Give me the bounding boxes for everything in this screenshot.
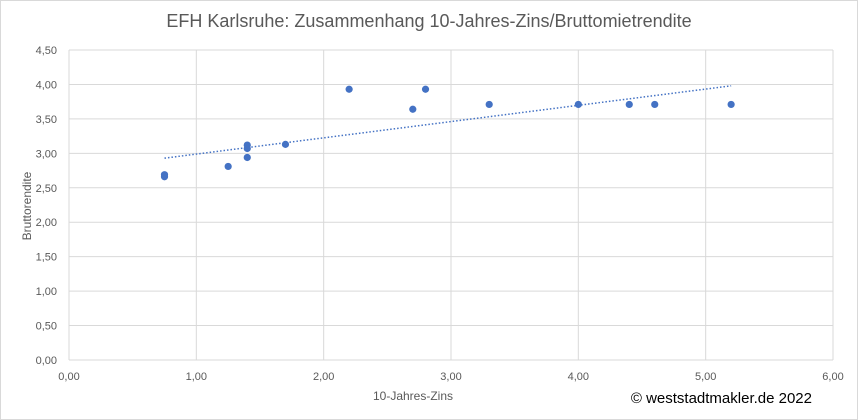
data-point — [409, 105, 417, 113]
y-tick-label: 4,50 — [36, 45, 57, 57]
y-tick-label: 3,50 — [36, 114, 57, 126]
y-tick-label: 3,00 — [36, 148, 57, 160]
y-axis-title: Bruttorendite — [20, 171, 34, 240]
y-tick-label: 1,00 — [36, 286, 57, 298]
x-tick-label: 0,00 — [58, 371, 79, 383]
y-tick-label: 4,00 — [36, 79, 57, 91]
y-axis-ticks: 0,00 0,50 1,00 1,50 2,00 2,50 3,00 3,50 4,00 4,50 — [36, 45, 57, 367]
trendline-group — [164, 85, 732, 159]
data-points — [160, 85, 735, 181]
y-tick-label: 1,50 — [36, 252, 57, 264]
gridlines — [68, 49, 834, 361]
data-point — [243, 153, 251, 162]
data-point — [345, 85, 353, 93]
y-tick-label: 2,50 — [36, 183, 57, 195]
data-point — [651, 100, 659, 109]
copyright-notice: © weststadtmakler.de 2022 — [630, 390, 812, 407]
x-tick-label: 3,00 — [440, 371, 461, 383]
x-tick-label: 5,00 — [695, 371, 716, 383]
x-axis-title: 10-Jahres-Zins — [373, 389, 453, 403]
data-point — [574, 100, 582, 109]
y-tick-label: 2,00 — [36, 217, 57, 229]
x-tick-label: 6,00 — [822, 371, 843, 383]
x-tick-label: 2,00 — [313, 371, 334, 383]
y-tick-label: 0,50 — [36, 321, 57, 333]
data-point — [485, 100, 493, 109]
y-tick-label: 0,00 — [36, 355, 57, 367]
data-point — [421, 85, 430, 93]
chart-title: EFH Karlsruhe: Zusammenhang 10-Jahres-Zi… — [166, 11, 692, 31]
data-point — [160, 173, 169, 181]
data-point — [224, 162, 232, 171]
trendline — [164, 85, 732, 159]
x-tick-label: 4,00 — [568, 371, 589, 383]
x-axis-ticks: 0,00 1,00 2,00 3,00 4,00 5,00 6,00 — [58, 371, 843, 383]
data-point — [243, 141, 251, 149]
data-point — [625, 100, 633, 109]
data-point — [281, 140, 290, 148]
data-point — [727, 100, 735, 109]
x-tick-label: 1,00 — [186, 371, 207, 383]
